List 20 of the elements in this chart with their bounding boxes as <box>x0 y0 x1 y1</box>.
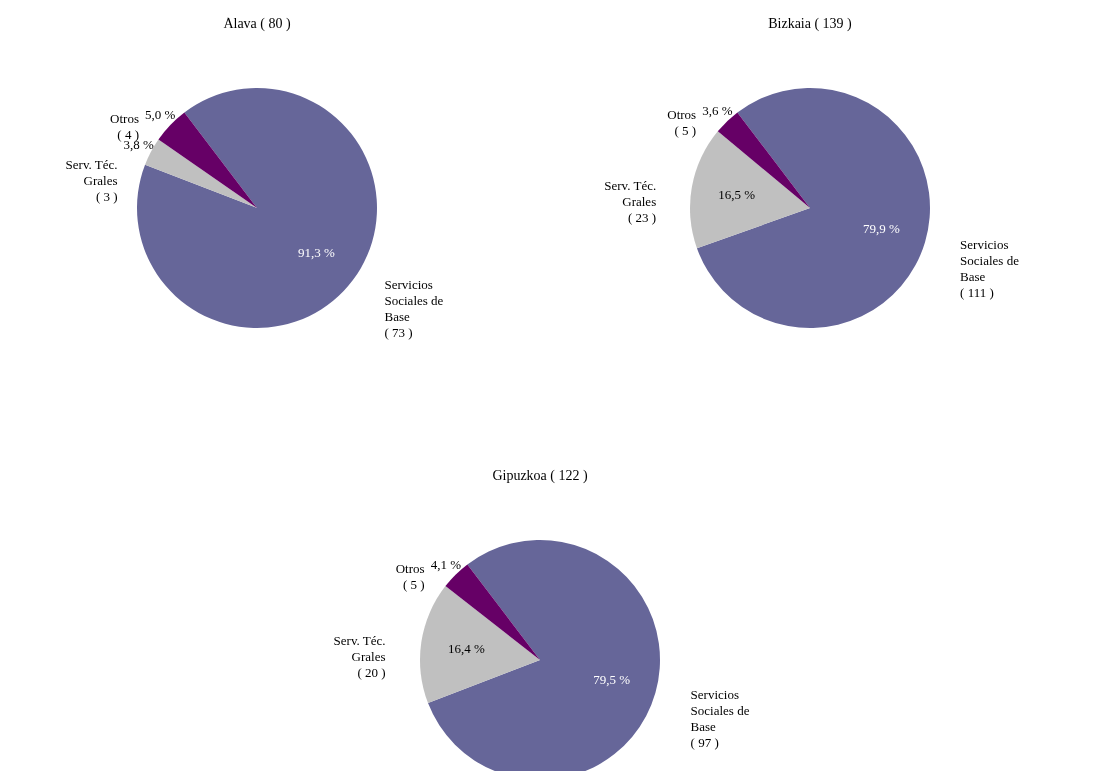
slice-label: Servicios Sociales de Base ( 111 ) <box>960 236 1020 300</box>
data-label: 79,5 % <box>593 672 631 688</box>
data-label: 91,3 % <box>298 244 336 260</box>
pie-slice <box>696 88 930 328</box>
data-label: 4,1 % <box>430 556 462 572</box>
slice-label: Serv. Téc. Grales ( 23 ) <box>604 177 657 225</box>
slice-label: Serv. Téc. Grales ( 3 ) <box>65 157 118 205</box>
slice-label: Servicios Sociales de Base ( 73 ) <box>384 276 444 340</box>
data-label: 16,5 % <box>718 186 756 202</box>
pie-slice <box>145 139 257 208</box>
slice-label: Serv. Téc. Grales ( 20 ) <box>333 633 386 681</box>
data-label: 5,0 % <box>145 107 176 123</box>
slice-label: Otros ( 5 ) <box>667 107 697 139</box>
chart-title: Gipuzkoa ( 122 ) <box>492 468 588 484</box>
data-label: 16,4 % <box>447 641 485 657</box>
chart-title: Bizkaia ( 139 ) <box>768 16 853 32</box>
slice-label: Servicios Sociales de Base ( 97 ) <box>690 686 750 750</box>
data-label: 3,6 % <box>702 103 733 119</box>
slice-label: Otros ( 5 ) <box>395 560 425 592</box>
data-label: 79,9 % <box>862 221 900 237</box>
